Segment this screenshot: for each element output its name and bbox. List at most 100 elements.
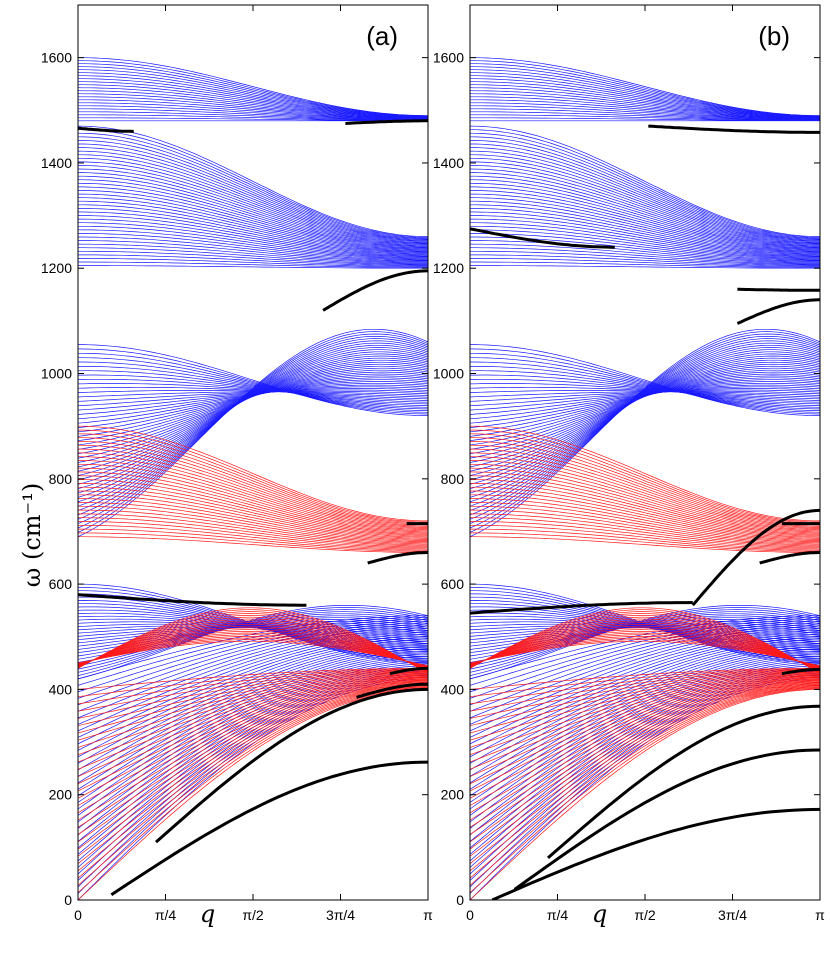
- blue-line: [78, 247, 428, 265]
- red-line: [470, 618, 820, 672]
- blue-line: [78, 388, 428, 411]
- red-line: [78, 680, 428, 814]
- red-line: [470, 688, 820, 893]
- blue-line: [78, 229, 428, 261]
- x-tick-label: π: [423, 907, 433, 923]
- blue-line: [78, 99, 428, 120]
- blue-line: [470, 157, 820, 245]
- red-line: [78, 684, 428, 857]
- red-line: [470, 502, 820, 544]
- red-line: [78, 618, 428, 672]
- blue-line: [470, 240, 820, 263]
- blue-line: [78, 672, 428, 881]
- red-line: [470, 634, 820, 668]
- red-line: [470, 607, 820, 674]
- blue-line: [78, 265, 428, 269]
- red-line: [78, 679, 428, 806]
- blue-line: [470, 190, 820, 252]
- red-line: [78, 456, 428, 531]
- red-line: [78, 668, 428, 690]
- red-line: [78, 668, 428, 698]
- red-line: [470, 678, 820, 792]
- blue-line: [78, 365, 428, 463]
- blue-line: [470, 590, 820, 661]
- blue-line: [470, 87, 820, 119]
- blue-line: [78, 204, 428, 255]
- blue-line: [78, 624, 428, 712]
- blue-line: [78, 357, 428, 411]
- blue-line: [470, 265, 820, 269]
- blue-line: [78, 678, 428, 900]
- blue-line: [470, 331, 820, 533]
- blue-line: [470, 383, 820, 401]
- blue-line: [470, 665, 820, 855]
- red-band-2: [78, 668, 428, 900]
- blue-line: [78, 620, 428, 699]
- red-line: [78, 678, 428, 799]
- red-line: [78, 632, 428, 669]
- blue-line: [78, 619, 428, 693]
- blue-line: [78, 611, 428, 670]
- red-line: [470, 675, 820, 763]
- red-line: [470, 684, 820, 857]
- x-axis-title: q: [592, 900, 607, 928]
- blue-line: [78, 648, 428, 797]
- plot-area: [78, 57, 428, 900]
- red-line: [78, 463, 428, 533]
- red-line: [78, 479, 428, 537]
- red-line: [470, 679, 820, 806]
- localized-mode-7: [759, 551, 820, 565]
- red-band-1: [470, 607, 820, 674]
- red-band-2: [470, 668, 820, 900]
- blue-line: [470, 143, 820, 242]
- blue-line: [78, 63, 428, 117]
- blue-line: [78, 391, 428, 398]
- red-line: [78, 678, 428, 792]
- blue-line: [78, 344, 428, 507]
- blue-line: [78, 225, 428, 260]
- blue-line: [470, 370, 820, 406]
- blue-line: [78, 182, 428, 250]
- red-line: [78, 639, 428, 667]
- blue-line: [78, 344, 428, 416]
- red-line: [470, 513, 820, 547]
- red-line: [78, 631, 428, 669]
- y-tick-label: 800: [49, 471, 73, 487]
- blue-line: [470, 352, 820, 413]
- red-line: [78, 452, 428, 529]
- blue-line: [470, 365, 820, 463]
- blue-line: [470, 229, 820, 261]
- blue-line: [470, 208, 820, 256]
- blue-line: [78, 667, 428, 862]
- red-line: [78, 609, 428, 674]
- red-line: [78, 613, 428, 673]
- red-line: [470, 509, 820, 546]
- blue-line: [78, 150, 428, 243]
- blue-line: [470, 117, 820, 121]
- blue-line: [470, 63, 820, 117]
- blue-line: [78, 361, 428, 410]
- blue-line: [78, 258, 428, 267]
- y-tick-label: 1400: [41, 155, 72, 171]
- red-line: [470, 452, 820, 529]
- blue-line: [470, 165, 820, 246]
- blue-line: [470, 140, 820, 241]
- red-line: [470, 441, 820, 526]
- localized-mode-0: [648, 124, 820, 134]
- blue-line: [78, 172, 428, 248]
- blue-line: [470, 648, 820, 797]
- blue-line: [470, 114, 820, 121]
- blue-line: [78, 604, 428, 680]
- red-line: [78, 673, 428, 741]
- blue-line: [470, 102, 820, 120]
- blue-line: [470, 154, 820, 244]
- blue-line: [470, 200, 820, 255]
- blue-line: [470, 620, 820, 699]
- y-tick-label: 1600: [433, 50, 464, 66]
- blue-line: [470, 626, 820, 719]
- blue-line: [470, 129, 820, 238]
- blue-line: [470, 361, 820, 410]
- red-line: [78, 686, 428, 879]
- blue-line: [470, 136, 820, 240]
- blue-line: [78, 125, 428, 237]
